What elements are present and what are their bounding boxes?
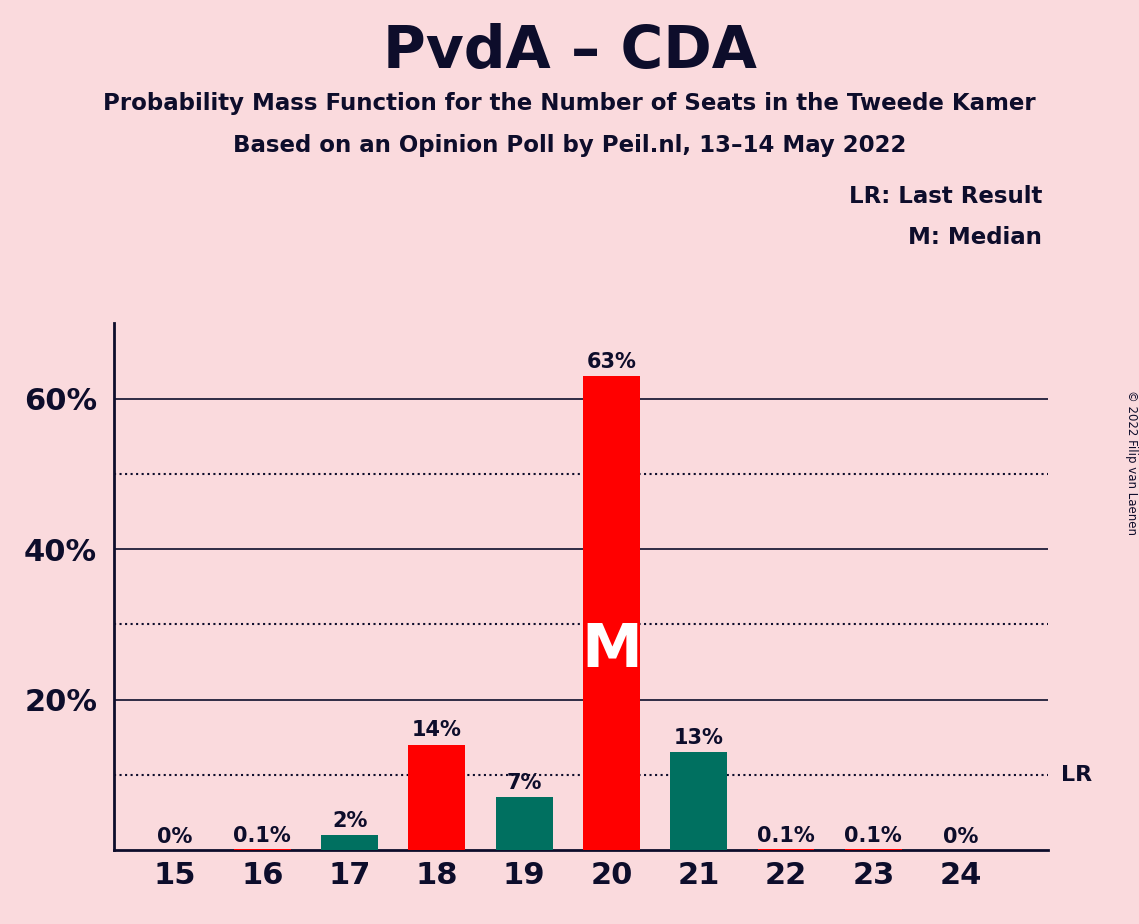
- Text: 2%: 2%: [331, 810, 367, 831]
- Text: M: M: [581, 622, 642, 680]
- Text: © 2022 Filip van Laenen: © 2022 Filip van Laenen: [1124, 390, 1138, 534]
- Text: 0.1%: 0.1%: [757, 826, 814, 846]
- Text: Based on an Opinion Poll by Peil.nl, 13–14 May 2022: Based on an Opinion Poll by Peil.nl, 13–…: [232, 134, 907, 157]
- Text: 7%: 7%: [507, 772, 542, 793]
- Text: 0.1%: 0.1%: [844, 826, 902, 846]
- Text: 0%: 0%: [943, 827, 978, 847]
- Bar: [321, 835, 378, 850]
- Text: M: Median: M: Median: [908, 226, 1042, 249]
- Text: LR: Last Result: LR: Last Result: [849, 185, 1042, 208]
- Text: LR: LR: [1060, 765, 1092, 784]
- Bar: [671, 752, 727, 850]
- Text: 0%: 0%: [157, 827, 192, 847]
- Bar: [409, 745, 465, 850]
- Bar: [583, 376, 640, 850]
- Text: 14%: 14%: [412, 720, 461, 740]
- Text: PvdA – CDA: PvdA – CDA: [383, 23, 756, 80]
- Text: 13%: 13%: [674, 728, 723, 748]
- Text: Probability Mass Function for the Number of Seats in the Tweede Kamer: Probability Mass Function for the Number…: [104, 92, 1035, 116]
- Text: 63%: 63%: [587, 351, 637, 371]
- Text: 0.1%: 0.1%: [233, 826, 292, 846]
- Bar: [495, 797, 552, 850]
